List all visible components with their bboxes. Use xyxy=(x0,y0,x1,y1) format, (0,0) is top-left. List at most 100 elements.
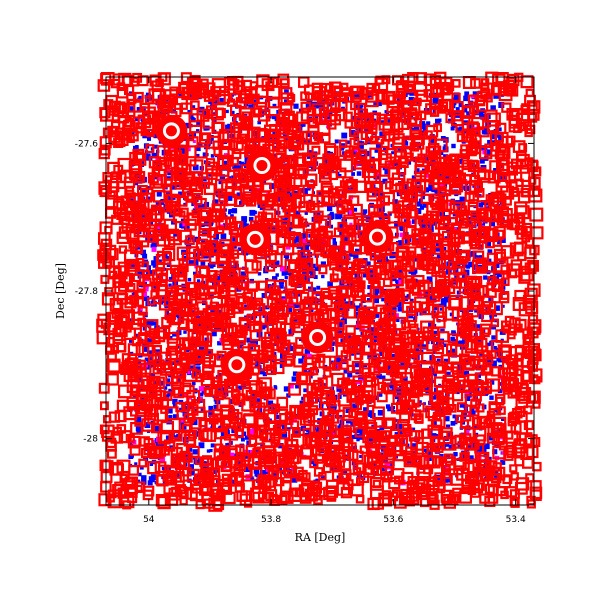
data-point xyxy=(417,145,421,150)
data-point xyxy=(293,236,300,243)
data-point xyxy=(294,344,304,354)
data-point xyxy=(185,299,191,305)
data-point xyxy=(488,435,493,441)
data-point xyxy=(352,149,358,155)
data-point xyxy=(192,449,198,455)
data-point xyxy=(442,222,449,229)
data-point xyxy=(354,380,358,384)
data-point xyxy=(420,193,431,205)
data-point xyxy=(382,213,387,217)
data-point xyxy=(442,465,447,470)
data-point xyxy=(245,435,250,440)
data-point xyxy=(141,475,147,481)
data-point xyxy=(130,408,139,417)
data-point xyxy=(134,333,139,338)
data-point xyxy=(481,113,487,119)
data-point xyxy=(188,365,194,372)
data-point xyxy=(497,240,501,245)
data-point xyxy=(193,260,199,266)
data-point xyxy=(462,107,468,113)
data-point xyxy=(497,406,506,415)
data-point xyxy=(185,235,195,245)
data-point xyxy=(463,95,469,102)
data-point xyxy=(438,118,442,122)
data-point xyxy=(170,430,183,442)
data-point xyxy=(210,376,222,388)
data-point xyxy=(487,139,493,146)
data-point xyxy=(466,111,471,116)
data-point xyxy=(307,99,312,104)
data-point xyxy=(228,409,240,421)
data-point xyxy=(348,410,357,419)
data-point xyxy=(488,456,492,460)
data-point xyxy=(282,424,287,430)
data-point xyxy=(147,319,154,326)
data-point xyxy=(515,151,527,163)
data-point xyxy=(379,195,390,206)
data-point xyxy=(136,107,141,111)
data-point xyxy=(417,215,427,225)
data-point xyxy=(317,190,323,196)
data-point xyxy=(175,209,179,213)
data-point xyxy=(417,153,427,163)
data-point xyxy=(363,407,368,412)
data-point xyxy=(309,375,313,379)
data-point xyxy=(146,350,153,357)
data-point xyxy=(232,236,238,242)
data-point xyxy=(445,382,458,394)
data-point xyxy=(356,437,360,442)
data-point xyxy=(191,117,196,123)
data-point xyxy=(296,452,302,457)
data-point xyxy=(195,366,201,372)
data-point xyxy=(169,213,173,218)
data-point xyxy=(168,276,174,282)
data-point xyxy=(406,294,411,298)
data-point xyxy=(401,190,405,195)
data-point xyxy=(381,297,385,302)
data-point xyxy=(302,472,311,481)
data-point xyxy=(289,404,304,420)
data-point xyxy=(208,405,213,411)
data-point xyxy=(305,103,311,108)
data-point xyxy=(382,146,387,151)
data-point xyxy=(158,299,171,311)
data-point xyxy=(450,421,456,426)
data-point xyxy=(151,423,161,434)
data-point xyxy=(334,320,345,331)
data-point xyxy=(362,430,375,444)
data-point xyxy=(172,403,177,407)
data-point xyxy=(497,127,502,132)
data-point xyxy=(486,342,491,347)
data-point xyxy=(129,106,135,111)
data-point xyxy=(478,126,490,138)
data-point xyxy=(459,402,465,408)
data-point xyxy=(264,250,277,262)
data-point xyxy=(404,455,415,466)
data-point xyxy=(427,456,432,461)
data-point xyxy=(213,470,217,474)
data-point xyxy=(219,404,234,419)
data-point xyxy=(148,338,153,343)
data-point xyxy=(191,381,196,386)
data-point xyxy=(484,93,493,103)
data-point xyxy=(325,220,330,226)
data-point xyxy=(272,276,278,282)
data-point xyxy=(306,428,310,433)
data-point xyxy=(134,414,147,427)
data-point xyxy=(339,146,345,151)
data-point xyxy=(168,415,173,420)
data-point xyxy=(322,195,333,206)
data-point xyxy=(437,247,441,251)
data-point xyxy=(301,238,308,245)
data-point xyxy=(241,437,245,442)
data-point xyxy=(168,388,172,393)
data-point xyxy=(425,124,439,138)
data-point xyxy=(191,419,198,426)
data-point xyxy=(510,472,519,481)
data-point xyxy=(129,338,134,343)
data-point xyxy=(178,191,182,196)
data-point xyxy=(291,477,298,483)
data-point xyxy=(525,88,535,98)
data-point xyxy=(397,306,403,312)
